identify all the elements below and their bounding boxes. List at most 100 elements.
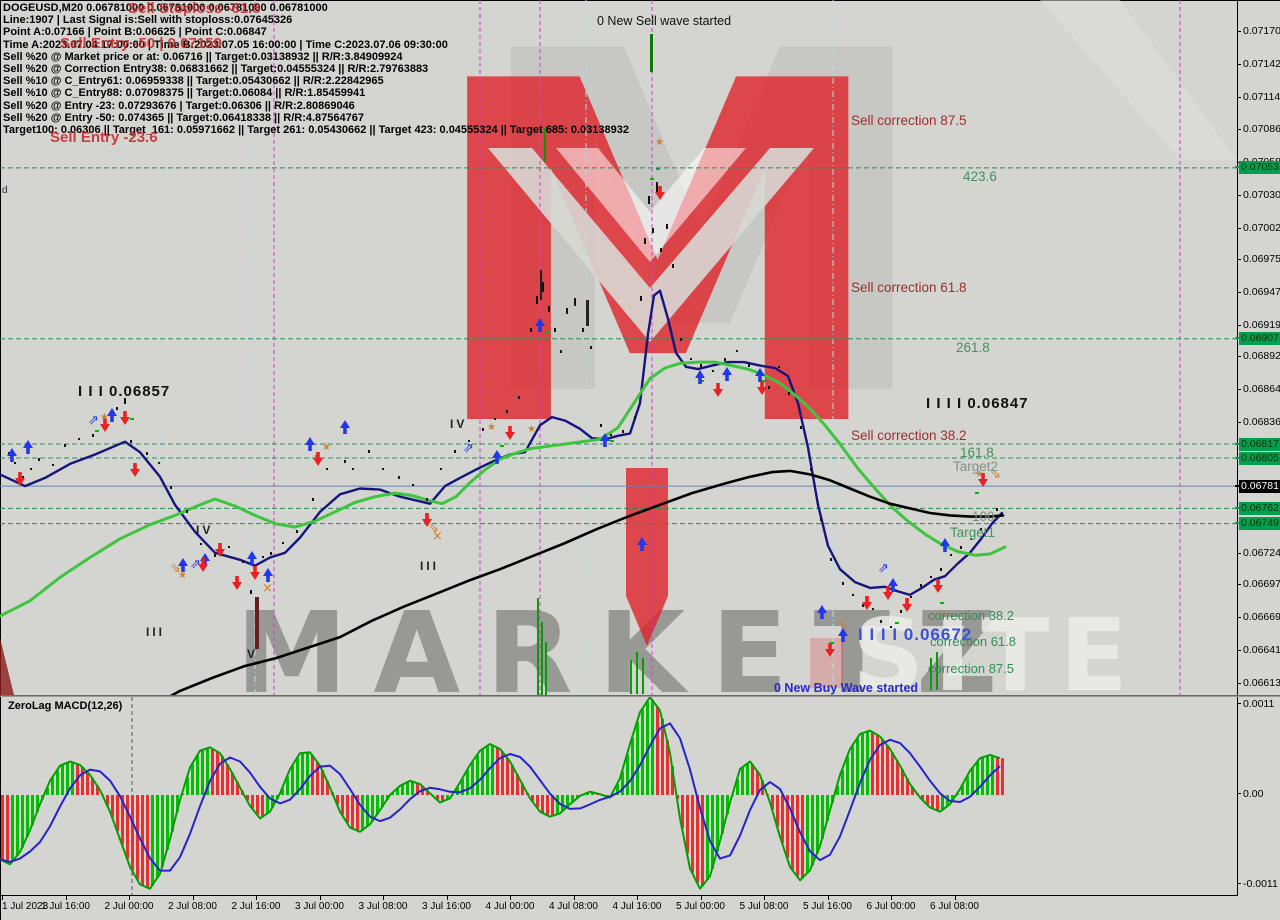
fib-level-label: 100: [972, 509, 995, 525]
candle-mark: [920, 584, 922, 587]
macd-histogram-bar: [1, 795, 4, 861]
price-level-badge: 0.06762: [1235, 501, 1280, 515]
candle-mark: [296, 530, 298, 533]
macd-histogram-bar: [616, 784, 619, 795]
sell-arrow-icon: [757, 381, 767, 395]
entry-dash-mark: [500, 445, 504, 447]
candle-mark: [930, 576, 932, 578]
buy-arrow-icon: [637, 537, 647, 551]
time-axis[interactable]: 1 Jul 2023 1 Jul 16:00 2 Jul 00:00 2 Jul 08…: [0, 896, 1280, 920]
macd-histogram-bar: [711, 795, 714, 870]
entry-dash-mark: [610, 440, 614, 442]
price-tick-label: 0.06669: [1243, 611, 1280, 624]
macd-histogram-bar: [346, 795, 349, 823]
macd-histogram-bar: [821, 795, 824, 839]
open-up-arrow-icon: ⇗: [190, 557, 201, 572]
macd-histogram-bar: [341, 795, 344, 815]
annotation-text: correction 87.5: [928, 661, 1014, 676]
macd-histogram-bar: [721, 795, 724, 834]
signal-level-label: Sell Stoploss -61.8: [128, 0, 261, 17]
macd-histogram-bar: [191, 764, 194, 795]
candle-mark: [582, 328, 584, 332]
macd-histogram-bar: [311, 755, 314, 795]
price-tick-label: 0.07142: [1243, 57, 1280, 70]
candle-body: [586, 300, 589, 326]
fib-level-label: 261.8: [956, 339, 990, 355]
candle-mark: [842, 582, 844, 585]
macd-histogram-bar: [86, 771, 89, 795]
candle-mark: [980, 528, 982, 531]
info-line: Time A:2023.07.04 17:00:00 | Time B:2023…: [3, 38, 448, 51]
macd-histogram-bar: [376, 795, 379, 815]
annotation-text: I I I I 0.06672: [858, 625, 973, 644]
macd-indicator-label: ZeroLag MACD(12,26): [8, 700, 123, 712]
macd-histogram-bar: [496, 747, 499, 795]
macd-histogram-bar: [961, 785, 964, 795]
macd-axis-label: 0.00: [1243, 788, 1264, 800]
candle-mark: [778, 366, 780, 368]
time-tick-mark: [954, 896, 956, 900]
macd-histogram-bar: [791, 795, 794, 870]
macd-histogram-bar: [861, 733, 864, 795]
macd-histogram-bar: [741, 767, 744, 795]
buy-arrow-icon: [888, 578, 898, 592]
open-up-arrow-icon: ⇗: [88, 413, 99, 428]
candle-mark: [468, 440, 470, 442]
entry-dash-mark: [762, 380, 766, 382]
entry-dash-mark: [656, 168, 660, 170]
macd-histogram-bar: [271, 795, 274, 809]
candle-mark: [820, 518, 822, 521]
macd-histogram-bar: [876, 734, 879, 795]
macd-histogram-bar: [106, 795, 109, 806]
sell-arrow-icon: [978, 473, 988, 487]
buy-arrow-icon: [755, 368, 765, 382]
candle-mark: [634, 416, 636, 419]
candle-mark: [116, 407, 118, 410]
price-tick-mark: [1237, 227, 1241, 229]
open-up-arrow-icon: ⇗: [878, 561, 889, 576]
candle-mark: [574, 298, 576, 306]
candle-mark: [22, 476, 24, 479]
sell-arrow-icon: [883, 586, 893, 600]
macd-histogram-bar: [806, 795, 809, 874]
macd-histogram-bar: [471, 762, 474, 795]
star-marker-icon: ★: [975, 469, 984, 480]
time-tick-label: 6 Jul 08:00: [930, 901, 979, 912]
pane-separator[interactable]: [0, 695, 1280, 697]
price-tick-label: 0.06697: [1243, 578, 1280, 591]
time-tick-mark: [65, 896, 67, 900]
price-tick-mark: [1237, 259, 1241, 261]
sell-arrow-icon: [215, 543, 225, 557]
macd-indicator-pane[interactable]: [0, 697, 1237, 895]
candle-mark: [506, 410, 508, 413]
candle-mark: [600, 424, 602, 427]
candle-mark: [666, 224, 668, 229]
annotation-text: Sell correction 87.5: [851, 113, 967, 128]
star-marker-icon: ★: [655, 137, 664, 148]
macd-histogram-bar: [936, 795, 939, 811]
candle-mark: [652, 228, 654, 233]
macd-histogram-bar: [136, 795, 139, 880]
buy-arrow-icon: [178, 558, 188, 572]
macd-histogram-bar: [931, 795, 934, 809]
slow-ma-line: [169, 469, 1005, 695]
candle-mark: [542, 282, 544, 292]
candle-mark: [382, 468, 384, 470]
price-axis[interactable]: 0.071700.071420.071140.070860.070580.070…: [1235, 0, 1280, 695]
time-tick-label: 4 Jul 16:00: [612, 901, 662, 912]
signal-level-label: Sell Entry -50 | 0.07159: [60, 35, 222, 52]
candle-mark: [680, 338, 682, 341]
macd-histogram-bar: [776, 795, 779, 827]
info-line: DOGEUSD,M20 0.06781000 0.06781000 0.0678…: [3, 2, 328, 14]
entry-dash-mark: [130, 418, 134, 420]
macd-histogram-bar: [531, 795, 534, 802]
time-tick-label: 3 Jul 00:00: [295, 901, 344, 912]
sell-arrow-icon: [505, 426, 515, 440]
macd-histogram-bar: [131, 795, 134, 871]
candle-mark: [610, 434, 612, 436]
main-chart-pane[interactable]: ★ ★ ★ ★ ★ ★ ★ × × × ⇗ ⇗ ⇗ ⇗ ⇘ ⇘ ⇘ ⇘: [0, 0, 1237, 695]
macd-histogram-bar: [111, 795, 114, 818]
price-tick-label: 0.06724: [1243, 546, 1280, 559]
macd-histogram-bar: [671, 766, 674, 795]
candle-mark: [38, 458, 40, 461]
